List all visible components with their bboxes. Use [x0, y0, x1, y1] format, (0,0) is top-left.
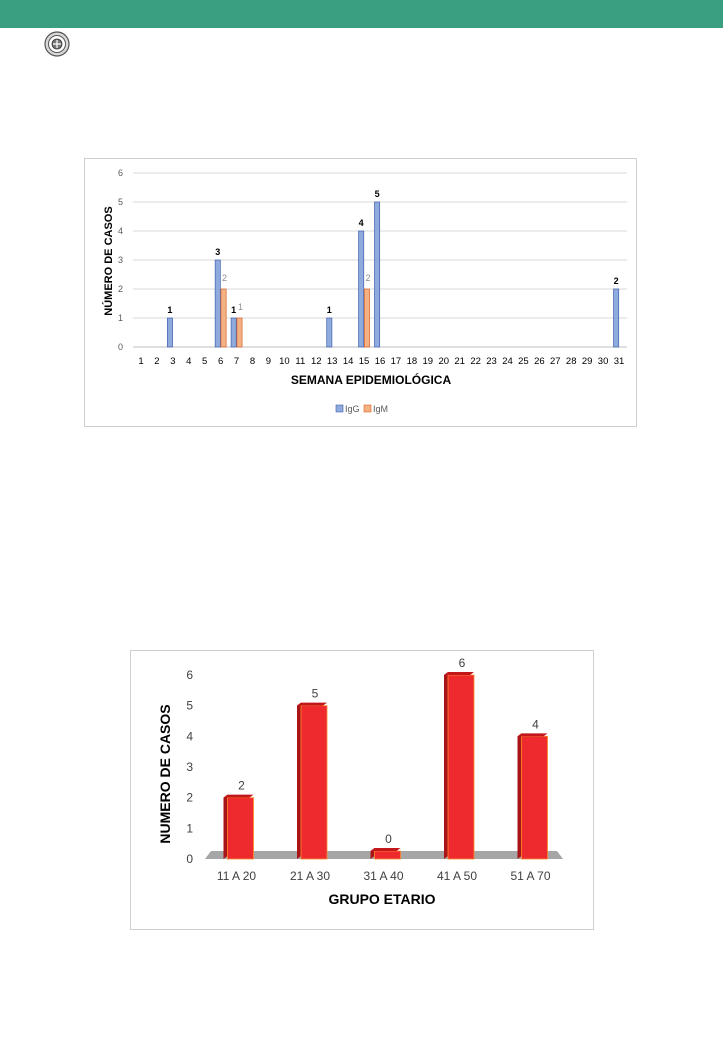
y-tick-label: 1: [186, 821, 193, 835]
legend-swatch-igm: [363, 404, 372, 413]
data-label-igg: 2: [614, 276, 619, 286]
x-tick-label: 7: [234, 356, 239, 367]
x-tick-label: 13: [327, 356, 338, 367]
y-tick-label: 5: [118, 197, 123, 207]
y-tick-label: 2: [118, 284, 123, 294]
bar-age-51-a-70: [517, 733, 548, 860]
institution-seal-icon: [44, 31, 70, 57]
y-tick-label: 4: [118, 226, 123, 236]
x-tick-label: 8: [250, 356, 255, 367]
y-tick-label: 4: [186, 729, 193, 743]
bar-igg-week-13: [326, 317, 333, 348]
legend: IgG IgM: [335, 404, 388, 414]
x-tick-label: 31 A 40: [363, 869, 403, 883]
y-tick-label: 0: [186, 852, 193, 866]
x-tick-label: 23: [486, 356, 497, 367]
bar-igg-week-7: [230, 317, 237, 348]
y-tick-label: 6: [186, 668, 193, 682]
y-tick-label: 3: [186, 760, 193, 774]
x-tick-label: 24: [502, 356, 513, 367]
bar-igg-week-3: [166, 317, 173, 348]
bar-igg-week-31: [613, 288, 620, 348]
x-tick-label: 20: [438, 356, 449, 367]
x-tick-label: 11: [295, 356, 305, 367]
legend-label-igg: IgG: [345, 404, 360, 414]
x-tick-label: 15: [359, 356, 370, 367]
bar-age-41-a-50: [444, 672, 475, 860]
data-label: 0: [385, 832, 392, 846]
x-tick-label: 5: [202, 356, 207, 367]
bar-age-21-a-30: [297, 702, 328, 860]
x-tick-label: 28: [566, 356, 577, 367]
legend-swatch-igg: [335, 404, 344, 413]
bar-igm-week-15: [364, 288, 370, 348]
data-label: 2: [238, 779, 245, 793]
y-tick-label: 3: [118, 255, 123, 265]
x-tick-label: 3: [170, 356, 175, 367]
x-tick-label: 12: [311, 356, 322, 367]
x-tick-label: 1: [138, 356, 143, 367]
y-tick-label: 1: [118, 313, 123, 323]
data-label-igm: 1: [238, 302, 243, 312]
bar-igg-week-16: [374, 201, 381, 348]
bar-igm-week-6: [220, 288, 227, 348]
data-label-igg: 1: [231, 305, 236, 315]
header-bar: [0, 0, 723, 28]
x-tick-label: 9: [266, 356, 271, 367]
data-label-igg: 1: [167, 305, 172, 315]
x-tick-label: 31: [614, 356, 625, 367]
data-label-igg: 4: [359, 218, 364, 228]
x-tick-label: 14: [343, 356, 354, 367]
age-group-chart: 0 1 2 3 4 5 6 2 5 0 6 4 11 A 20 21 A 30 31 A 40 41 A …: [157, 656, 563, 907]
x-tick-label: 19: [423, 356, 434, 367]
x-tick-label: 4: [186, 356, 191, 367]
x-tick-label: 16: [375, 356, 386, 367]
data-label: 6: [459, 656, 466, 670]
data-label-igg: 5: [375, 189, 380, 199]
data-label-igm: 2: [365, 273, 370, 283]
bar-age-31-a-40: [370, 848, 401, 860]
bar-igg-week-6: [214, 259, 221, 348]
bar-igg-week-15: [358, 230, 365, 348]
y-tick-label: 0: [118, 342, 123, 352]
data-label: 4: [532, 717, 539, 731]
x-tick-label: 29: [582, 356, 593, 367]
x-tick-label: 26: [534, 356, 545, 367]
data-label-igg: 3: [215, 247, 220, 257]
x-tick-label: 25: [518, 356, 529, 367]
y-tick-label: 5: [186, 699, 193, 713]
x-tick-label: 21 A 30: [290, 869, 330, 883]
data-label-igm: 2: [222, 273, 227, 283]
x-tick-label: 6: [218, 356, 223, 367]
x-tick-label: 11 A 20: [217, 869, 256, 883]
x-tick-label: 18: [407, 356, 418, 367]
y-tick-label: 2: [186, 791, 193, 805]
x-tick-label: 2: [154, 356, 159, 367]
x-tick-label: 17: [391, 356, 402, 367]
y-tick-label: 6: [118, 168, 123, 178]
age-group-chart-panel: 0 1 2 3 4 5 6 2 5 0 6 4 11 A 20 21 A 30 31 A 40 41 A …: [130, 650, 594, 930]
x-tick-label: 51 A 70: [510, 869, 550, 883]
legend-label-igm: IgM: [373, 404, 388, 414]
x-axis-title: GRUPO ETARIO: [328, 891, 435, 907]
x-tick-label: 10: [279, 356, 290, 367]
bar-igm-week-7: [236, 317, 243, 348]
bar-age-11-a-20: [223, 794, 254, 860]
x-axis-title: SEMANA EPIDEMIOLÓGICA: [291, 372, 452, 387]
x-tick-label: 30: [598, 356, 609, 367]
data-label: 5: [312, 687, 319, 701]
x-tick-label: 41 A 50: [437, 869, 477, 883]
x-tick-label: 21: [454, 356, 465, 367]
y-axis-title: NÚMERO DE CASOS: [102, 206, 115, 315]
data-label-igg: 1: [327, 305, 332, 315]
x-tick-label: 27: [550, 356, 561, 367]
x-tick-label: 22: [470, 356, 481, 367]
y-axis-title: NUMERO DE CASOS: [157, 704, 173, 843]
